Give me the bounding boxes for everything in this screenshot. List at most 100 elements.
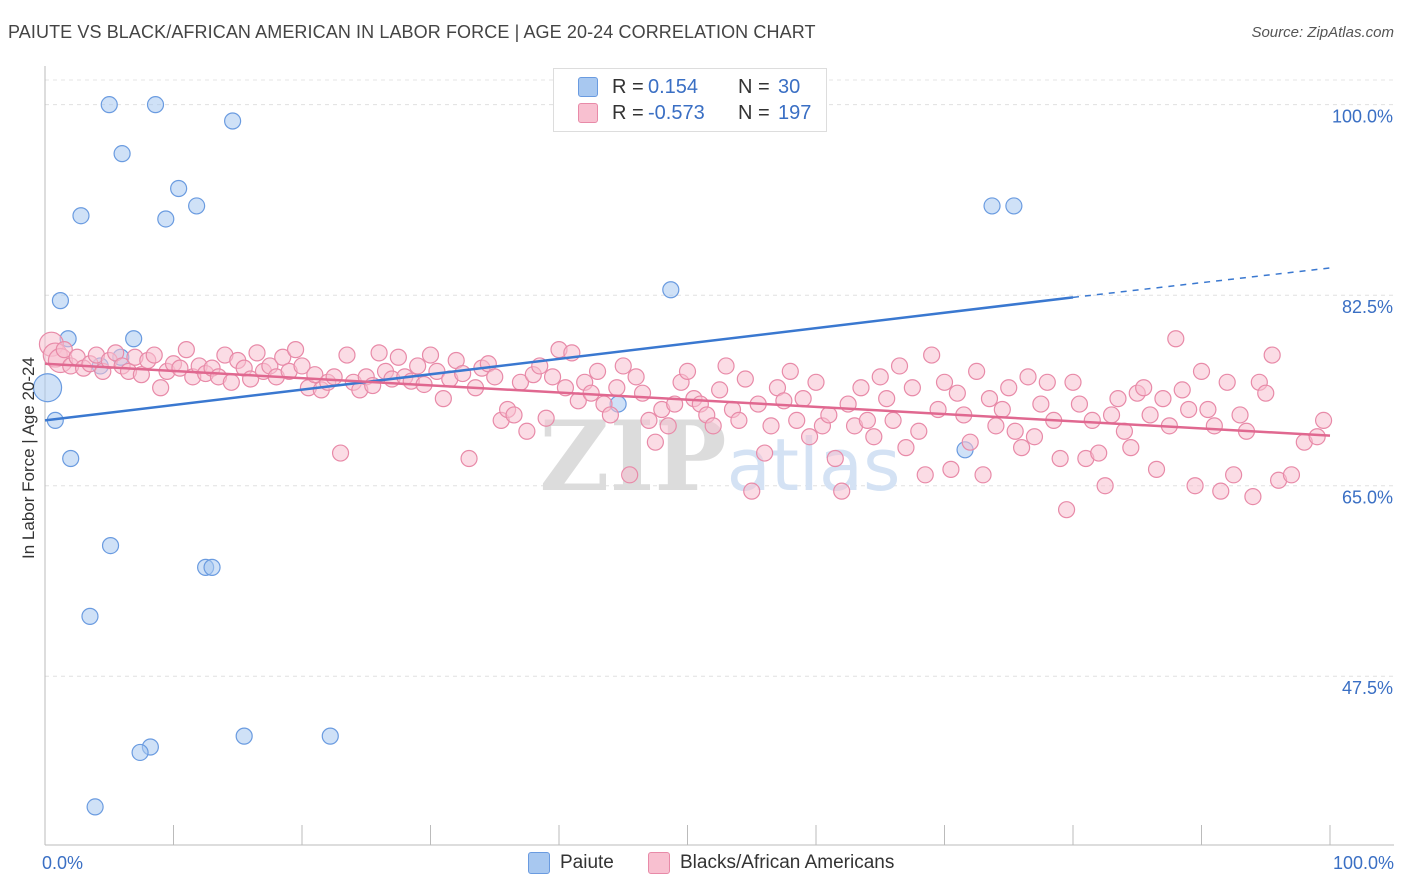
paiute-point [86,798,104,816]
blacks-point [633,384,652,402]
blacks-point [1173,381,1191,399]
blacks-point [1257,384,1275,402]
blacks-point [460,449,478,468]
blacks-point [755,444,774,462]
blacks-point [1180,400,1198,419]
watermark-zip: ZIP [539,400,726,513]
series-label-paiute: Paiute [560,852,614,873]
blacks-point [923,346,941,364]
blacks-point [1083,411,1101,429]
series-label-blacks: Blacks/African Americans [680,852,895,873]
blacks-point [878,390,896,408]
x-tick-label-max: 100.0% [1333,853,1394,873]
blacks-point [1000,379,1018,397]
paiute-point [146,96,165,114]
blacks-point [614,357,632,375]
blacks-point [1090,444,1108,462]
blacks-point [1231,406,1249,424]
blacks-point [948,384,966,402]
paiute-point [51,292,70,310]
paiute-point [203,558,221,576]
blacks-point [338,346,356,364]
blacks-point [1096,477,1114,495]
legend-r-value: -0.573 [648,101,705,124]
legend-r-label: R = [612,75,644,98]
blacks-point [903,379,921,397]
blacks-point [1057,501,1076,519]
blacks-point [788,411,806,429]
x-tick-label-min: 0.0% [42,853,83,873]
paiute-point [113,145,131,163]
blacks-point [659,417,677,435]
blacks-point [1135,379,1153,397]
blacks-point [1064,373,1082,391]
blacks-point [704,417,722,435]
paiute-point [662,281,680,299]
blacks-point [884,411,902,429]
blacks-point [1199,400,1217,419]
blacks-point [968,362,986,381]
blacks-point [505,406,523,424]
blacks-point [248,344,266,362]
trend-lines [44,267,1331,437]
axes [44,66,1394,846]
y-tick-label: 100.0% [1332,107,1393,127]
paiute-point [125,330,143,348]
blacks-point [1122,439,1140,457]
paiute-point [235,727,253,745]
paiute-point [131,743,149,762]
blacks-point [145,346,163,364]
blacks-point [537,409,555,427]
series-legend-blacks[interactable]: Blacks/African Americans [648,852,894,874]
legend-n-value: 197 [778,101,812,124]
blacks-point [1263,346,1281,364]
blacks-point [807,373,825,391]
blacks-point [132,366,150,384]
correlation-legend: R = 0.154 N = 30 R = -0.573 N = 197 [553,68,827,132]
blacks-point [1051,449,1069,468]
legend-r-label: R = [612,101,644,124]
y-tick-label: 82.5% [1342,297,1393,317]
blacks-point [852,379,870,397]
chart-title: PAIUTE VS BLACK/AFRICAN AMERICAN IN LABO… [8,22,816,42]
blacks-point [601,406,620,424]
blacks-point [730,411,748,429]
blacks-point [1006,422,1024,440]
source-label: Source: ZipAtlas.com [1251,24,1394,41]
legend-row-blacks: R = -0.573 N = 197 [578,101,811,125]
blacks-point [1186,477,1204,495]
blacks-point [454,364,472,383]
blacks-point [1038,373,1056,391]
blacks-point [409,357,427,375]
blacks-point [897,439,915,457]
blacks-point [717,357,735,375]
blacks-point [743,482,761,500]
blacks-point [274,348,292,366]
series-swatch-paiute [528,852,550,874]
blacks-point [1225,466,1243,484]
blacks-point [1244,488,1262,506]
paiute-trend-extension [1072,267,1331,299]
blacks-point [621,466,639,484]
blacks-point [865,428,883,446]
paiute-point [100,96,118,114]
legend-row-paiute: R = 0.154 N = 30 [578,75,800,99]
blacks-point [1154,390,1172,408]
blacks-point [1070,395,1089,413]
blacks-point [993,400,1011,419]
blacks-point [935,373,954,391]
blacks-point [421,346,440,364]
paiute-point [157,210,175,228]
series-legend-paiute[interactable]: Paiute [528,852,614,874]
blacks-point [961,433,979,451]
blacks-point [1012,439,1031,457]
blacks-point [1308,428,1326,446]
paiute-points [32,96,1023,816]
blacks-point [370,344,388,362]
paiute-point [321,727,339,745]
legend-swatch-blacks [578,103,598,123]
blacks-point [833,482,851,500]
paiute-point [224,112,242,130]
blacks-point [1019,368,1037,386]
